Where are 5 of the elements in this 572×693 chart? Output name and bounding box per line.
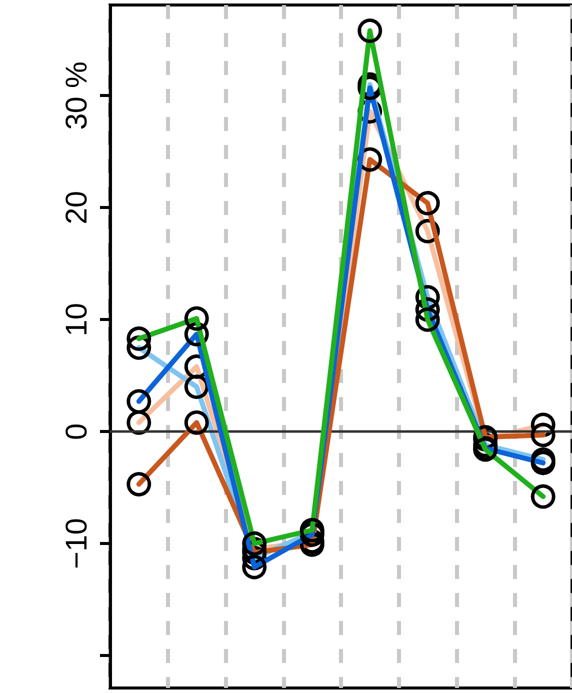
y-tick-label: 0 [60, 423, 94, 440]
y-tick-label: 30 % [60, 62, 94, 130]
y-tick-label: −10 [60, 518, 94, 570]
y-tick-label: 20 [60, 190, 94, 224]
y-tick-label: 10 [60, 302, 94, 336]
